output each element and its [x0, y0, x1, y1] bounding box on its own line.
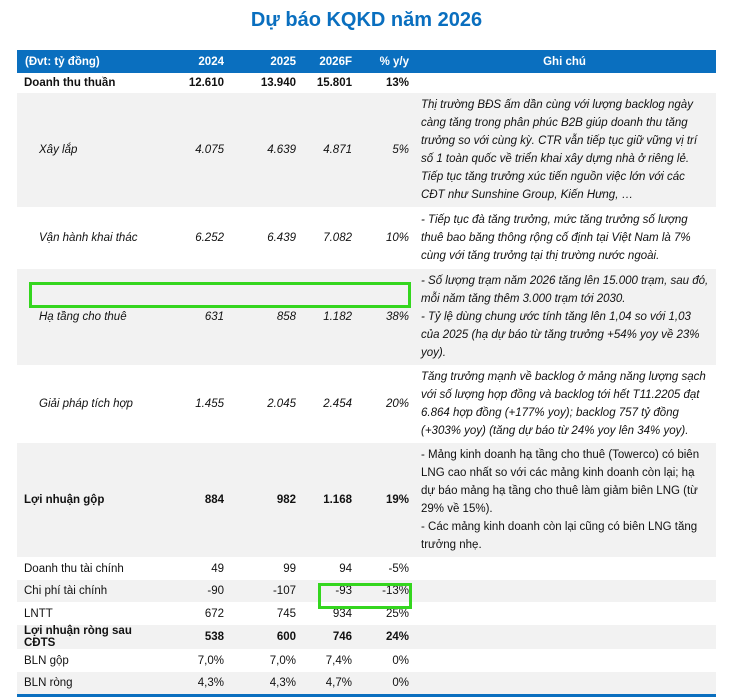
header-2025: 2025 [228, 50, 300, 73]
cell-2026f: 15.801 [316, 77, 352, 89]
cell-2025: 6.439 [267, 232, 296, 244]
cell-yoy: -5% [388, 562, 409, 575]
note-line: - Mảng kinh doanh hạ tầng cho thuê (Towe… [421, 449, 700, 515]
cell-note: - Mảng kinh doanh hạ tầng cho thuê (Towe… [413, 443, 716, 557]
cell-2024: 538 [170, 625, 228, 649]
table-row: Lợi nhuận ròng sau CĐTS 538 600 746 24% [17, 625, 716, 649]
cell-note: Tăng trưởng mạnh về backlog ở mảng năng … [421, 371, 706, 437]
table-row: Hạ tầng cho thuê 631 858 1.182 38% - Số … [17, 269, 716, 365]
note-line: - Số lượng trạm năm 2026 tăng lên 15.000… [421, 275, 709, 305]
cell-2024: 4.075 [170, 93, 228, 207]
page-title: Dự báo KQKD năm 2026 [250, 9, 483, 31]
table-row: Doanh thu tài chính 49 99 94 -5% [17, 557, 716, 580]
row-label: BLN gộp [24, 654, 69, 667]
cell-2024: 12.610 [188, 77, 224, 89]
table-row: BLN gộp 7,0% 7,0% 7,4% 0% [17, 649, 716, 672]
cell-2025: 4.639 [228, 93, 300, 207]
cell-2025: 858 [228, 269, 300, 365]
cell-2026f: 1.168 [300, 443, 356, 557]
row-label: Giải pháp tích hợp [39, 398, 133, 410]
row-label: Lợi nhuận ròng sau CĐTS [17, 625, 170, 649]
cell-2025: 13.940 [260, 77, 296, 89]
row-label: Lợi nhuận gộp [17, 443, 170, 557]
header-note: Ghi chú [413, 50, 716, 73]
cell-2026f: 94 [339, 562, 352, 575]
cell-2025: 600 [228, 625, 300, 649]
cell-2024: 631 [170, 269, 228, 365]
cell-2025: 2.045 [267, 398, 296, 410]
row-label: Doanh thu thuần [24, 77, 116, 89]
table-row: BLN ròng 4,3% 4,3% 4,7% 0% [17, 672, 716, 695]
table-header: (Đvt: tỷ đồng) 2024 2025 2026F % y/y Ghi… [17, 50, 716, 73]
table-bottom-rule [17, 693, 716, 697]
cell-2026f: 4,7% [300, 672, 356, 695]
cell-yoy: 19% [356, 443, 413, 557]
cell-2026f: 4.871 [300, 93, 356, 207]
cell-2024: 7,0% [197, 654, 224, 667]
header-2026f: 2026F [300, 50, 356, 73]
cell-yoy: 38% [356, 269, 413, 365]
row-label: BLN ròng [17, 672, 170, 695]
note-line: - Tỷ lệ dùng chung ước tính tăng lên 1,0… [421, 311, 700, 359]
table-row: Lợi nhuận gộp 884 982 1.168 19% - Mảng k… [17, 443, 716, 557]
cell-2025: 982 [228, 443, 300, 557]
cell-yoy: 0% [392, 654, 409, 667]
cell-note [413, 580, 716, 602]
highlight-box-loi-nhuan-rong [318, 583, 412, 609]
cell-note [413, 602, 716, 625]
row-label: Chi phí tài chính [17, 580, 170, 602]
cell-2026f: 2.454 [323, 398, 352, 410]
cell-2024: 49 [211, 562, 224, 575]
cell-yoy: 0% [356, 672, 413, 695]
table-row: Vận hành khai thác 6.252 6.439 7.082 10%… [17, 207, 716, 269]
cell-2026f: 746 [300, 625, 356, 649]
cell-2026f: 934 [332, 607, 352, 620]
cell-2024: 6.252 [195, 232, 224, 244]
table-row: LNTT 672 745 934 25% [17, 602, 716, 625]
cell-note [413, 625, 716, 649]
cell-2026f: 1.182 [300, 269, 356, 365]
table-row: Doanh thu thuần 12.610 13.940 15.801 13% [17, 73, 716, 93]
cell-note [413, 649, 716, 672]
cell-2025: 7,0% [269, 654, 296, 667]
cell-2024: 4,3% [170, 672, 228, 695]
row-label: Xây lắp [17, 93, 170, 207]
cell-yoy: 13% [385, 77, 409, 89]
row-label: Doanh thu tài chính [24, 562, 124, 575]
row-label: Vận hành khai thác [39, 232, 138, 244]
cell-2026f: 7.082 [323, 232, 352, 244]
cell-2024: 672 [204, 607, 224, 620]
cell-yoy: 20% [385, 398, 409, 410]
header-unit: (Đvt: tỷ đồng) [17, 50, 170, 73]
cell-2025: 4,3% [228, 672, 300, 695]
cell-note: - Tiếp tục đà tăng trưởng, mức tăng trưở… [421, 214, 691, 262]
cell-2024: -90 [170, 580, 228, 602]
cell-note [413, 73, 716, 93]
cell-2024: 884 [170, 443, 228, 557]
cell-yoy: 5% [356, 93, 413, 207]
note-line: - Các mảng kinh doanh còn lại cũng có bi… [421, 521, 698, 551]
header-2024: 2024 [170, 50, 228, 73]
cell-2024: 1.455 [195, 398, 224, 410]
table-row: Giải pháp tích hợp 1.455 2.045 2.454 20%… [17, 365, 716, 443]
cell-2025: 99 [283, 562, 296, 575]
cell-note [413, 557, 716, 580]
cell-note: - Số lượng trạm năm 2026 tăng lên 15.000… [413, 269, 716, 365]
row-label: Hạ tầng cho thuê [17, 269, 170, 365]
cell-2025: 745 [276, 607, 296, 620]
cell-yoy: 25% [385, 607, 409, 620]
table-row: Xây lắp 4.075 4.639 4.871 5% Thị trường … [17, 93, 716, 207]
cell-yoy: 10% [385, 232, 409, 244]
cell-2025: -107 [228, 580, 300, 602]
highlight-box-ha-tang [29, 282, 411, 308]
cell-yoy: 24% [356, 625, 413, 649]
header-yoy: % y/y [356, 50, 413, 73]
cell-note: Thị trường BĐS ấm dần cùng với lượng bac… [413, 93, 716, 207]
row-label: LNTT [24, 607, 53, 620]
cell-2026f: 7,4% [325, 654, 352, 667]
cell-note [413, 672, 716, 695]
